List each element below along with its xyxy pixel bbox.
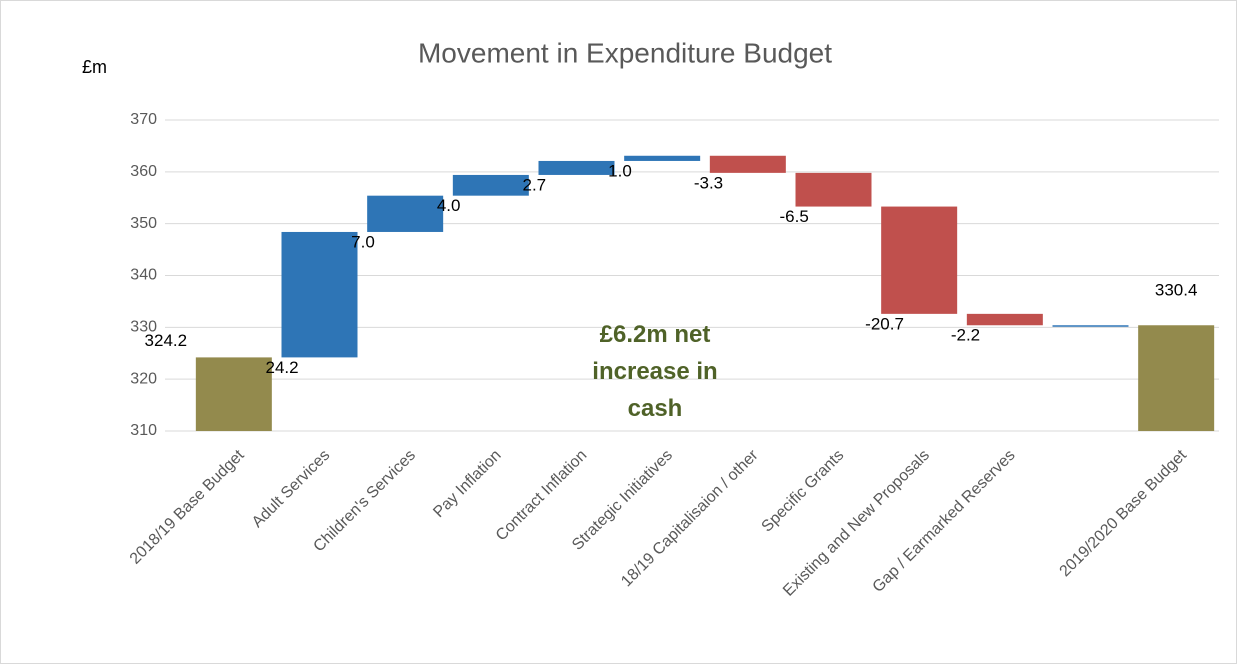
y-tick-label: 370 bbox=[130, 111, 157, 128]
value-label: 24.2 bbox=[266, 358, 299, 377]
bar bbox=[195, 357, 272, 431]
value-label: -3.3 bbox=[694, 173, 723, 192]
y-tick-label: 350 bbox=[130, 215, 157, 232]
y-axis-label: £m bbox=[82, 57, 107, 77]
value-label: -6.5 bbox=[780, 207, 809, 226]
value-label: -20.7 bbox=[865, 314, 904, 333]
y-tick-label: 310 bbox=[130, 422, 157, 439]
bar bbox=[709, 155, 786, 173]
value-label: 2.7 bbox=[523, 175, 547, 194]
y-tick-label: 330 bbox=[130, 319, 157, 336]
bar bbox=[624, 155, 701, 161]
y-tick-label: 340 bbox=[130, 267, 157, 284]
value-label: 4.0 bbox=[437, 196, 461, 215]
bar bbox=[281, 231, 358, 358]
bar bbox=[538, 160, 615, 175]
chart-title: Movement in Expenditure Budget bbox=[418, 37, 832, 68]
bar bbox=[367, 195, 444, 232]
bar bbox=[1138, 325, 1215, 431]
annotation: £6.2m net increase in cash bbox=[592, 321, 718, 422]
bar bbox=[1052, 325, 1129, 327]
bar bbox=[966, 313, 1043, 326]
bar bbox=[795, 172, 872, 207]
value-label: 330.4 bbox=[1155, 281, 1198, 300]
bar bbox=[452, 174, 529, 196]
value-label: -2.2 bbox=[951, 326, 980, 345]
value-label: 7.0 bbox=[351, 232, 375, 251]
value-label: 1.0 bbox=[608, 161, 632, 180]
value-label: 324.2 bbox=[145, 331, 188, 350]
y-tick-label: 360 bbox=[130, 163, 157, 180]
y-tick-label: 320 bbox=[130, 370, 157, 387]
bar bbox=[881, 206, 958, 314]
